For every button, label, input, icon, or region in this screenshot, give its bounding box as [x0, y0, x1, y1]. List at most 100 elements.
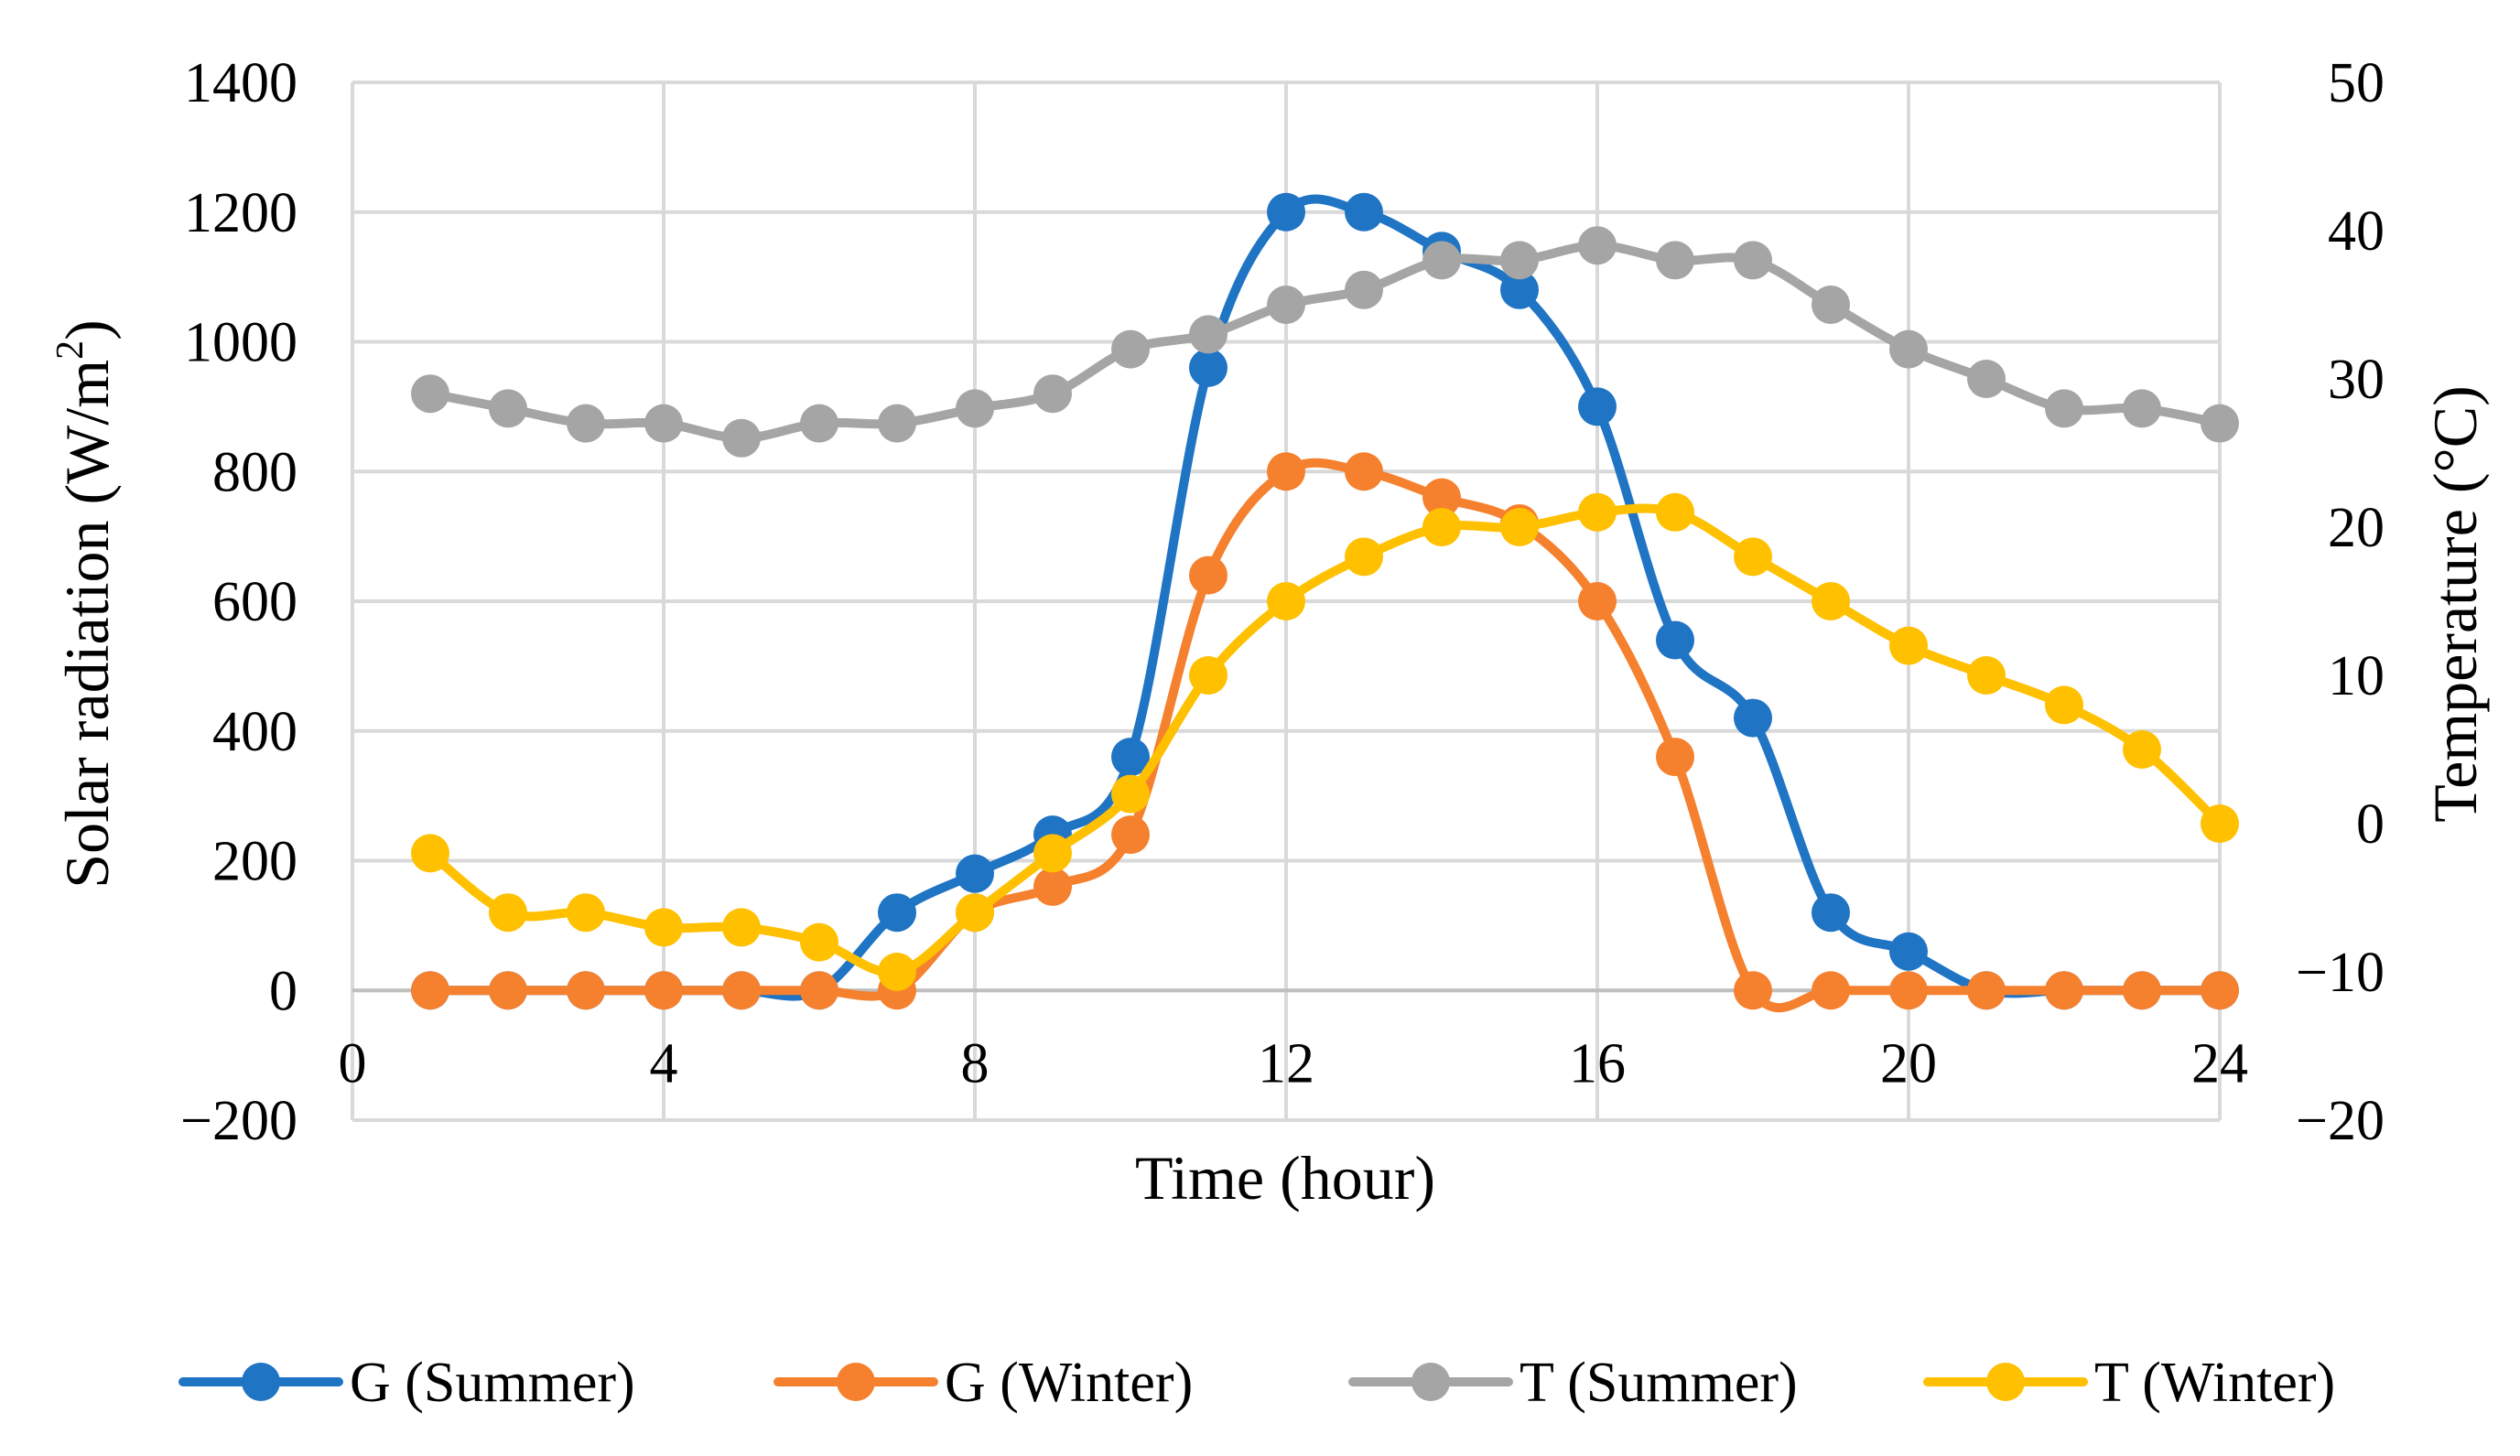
data-point-t-winter	[1033, 834, 1072, 873]
data-point-g-summer	[1111, 738, 1150, 777]
y-right-tick-label: 30	[2328, 349, 2385, 411]
data-point-t-winter	[1189, 656, 1228, 695]
data-point-t-winter	[2201, 804, 2239, 843]
data-point-t-winter	[1422, 508, 1461, 546]
data-point-g-summer	[1578, 387, 1617, 426]
x-tick-label: 12	[1258, 1032, 1314, 1095]
data-point-t-winter	[1812, 582, 1850, 620]
y-left-tick-label: 1000	[184, 312, 297, 374]
data-point-g-winter	[2201, 971, 2239, 1010]
data-point-t-summer	[1111, 329, 1150, 369]
data-point-t-summer	[1578, 226, 1617, 265]
y-left-tick-label: 200	[212, 831, 297, 893]
data-point-t-winter	[411, 834, 449, 873]
y-right-tick-label: 40	[2328, 200, 2385, 263]
data-point-g-winter	[1422, 478, 1461, 517]
data-point-t-summer	[1734, 241, 1772, 280]
data-point-t-summer	[489, 389, 527, 428]
series-t-summer	[411, 226, 2239, 458]
data-point-t-winter	[1889, 626, 1928, 665]
legend-swatch-marker	[1986, 1363, 2025, 1401]
legend-label: T (Winter)	[2094, 1352, 2335, 1414]
y-right-tick-label: −20	[2296, 1090, 2385, 1152]
data-point-t-summer	[1033, 374, 1072, 414]
data-point-g-winter	[1889, 971, 1928, 1010]
series-t-winter	[411, 492, 2239, 991]
data-point-g-winter	[1267, 452, 1305, 491]
data-point-g-summer	[1656, 620, 1694, 660]
legend-entry-t-summer: T (Summer)	[1348, 1352, 1798, 1414]
legend-entry-t-winter: T (Winter)	[1923, 1352, 2335, 1414]
series-line-t-winter	[426, 503, 2224, 977]
data-point-t-winter	[1656, 492, 1694, 532]
data-point-t-winter	[1345, 537, 1383, 577]
data-point-g-winter	[2045, 971, 2083, 1010]
data-point-t-winter	[489, 893, 527, 933]
data-point-t-summer	[411, 374, 449, 414]
data-point-g-winter	[1812, 971, 1850, 1010]
data-point-t-summer	[644, 404, 683, 443]
data-point-g-summer	[1500, 270, 1539, 309]
y-left-tick-label: 400	[212, 701, 297, 763]
data-point-g-summer	[1889, 932, 1928, 971]
x-tick-label: 24	[2191, 1032, 2248, 1095]
data-point-t-summer	[1967, 360, 2006, 398]
data-point-g-summer	[1345, 192, 1383, 232]
data-point-t-summer	[1812, 286, 1850, 324]
data-point-g-winter	[1189, 555, 1228, 595]
y-left-tick-label: −200	[180, 1090, 297, 1152]
data-point-g-winter	[1734, 971, 1772, 1010]
x-tick-label: 8	[961, 1032, 990, 1095]
labels-layer: 0 4 8 12 16 20 24−2000200400600800100012001400…	[180, 52, 2385, 1152]
data-point-g-winter	[800, 971, 838, 1010]
data-point-t-winter	[722, 908, 761, 947]
data-point-g-winter	[567, 971, 605, 1010]
y-right-tick-label: 10	[2328, 645, 2385, 707]
data-point-t-summer	[1889, 329, 1928, 369]
legend-label: T (Summer)	[1520, 1352, 1798, 1414]
legend: G (Summer) G (Winter) T (Summer) T (Winter)	[178, 1352, 2335, 1414]
data-point-t-summer	[956, 389, 994, 428]
data-point-t-winter	[878, 953, 916, 991]
data-point-g-winter	[1656, 738, 1694, 777]
data-point-t-winter	[1111, 774, 1150, 814]
data-point-g-summer	[1189, 348, 1228, 387]
legend-entry-g-winter: G (Winter)	[773, 1352, 1193, 1414]
legend-entry-g-summer: G (Summer)	[178, 1352, 635, 1414]
data-point-t-winter	[1967, 656, 2006, 695]
x-tick-label: 0	[339, 1032, 367, 1095]
x-axis-title: Time (hour)	[1135, 1143, 1435, 1213]
data-point-g-winter	[2123, 971, 2161, 1010]
y-axis-right-title: Temperature (°C)	[2420, 385, 2490, 822]
y-axis-left-title: Solar radiation (W/m2)	[49, 319, 122, 889]
legend-swatch-marker	[242, 1363, 280, 1401]
data-point-g-winter	[1345, 452, 1383, 491]
y-left-tick-label: 0	[269, 960, 297, 1022]
data-point-t-winter	[956, 893, 994, 933]
y-right-tick-label: 50	[2328, 52, 2385, 114]
data-point-g-winter	[1578, 582, 1617, 620]
y-right-tick-label: −10	[2296, 942, 2385, 1004]
data-point-t-winter	[1500, 508, 1539, 546]
data-point-t-summer	[567, 404, 605, 443]
y-axis-left-title-superscript: 2	[49, 340, 92, 360]
y-left-tick-label: 600	[212, 571, 297, 633]
data-point-g-summer	[1812, 893, 1850, 933]
data-point-t-summer	[1189, 315, 1228, 354]
data-point-g-winter	[644, 971, 683, 1010]
data-point-g-winter	[722, 971, 761, 1010]
legend-swatch-marker	[1411, 1363, 1450, 1401]
x-tick-label: 16	[1569, 1032, 1626, 1095]
data-point-t-winter	[1578, 492, 1617, 532]
data-point-t-winter	[567, 893, 605, 933]
data-point-g-winter	[1967, 971, 2006, 1010]
data-point-g-winter	[1033, 867, 1072, 906]
data-point-g-summer	[878, 893, 916, 933]
data-point-t-winter	[2123, 730, 2161, 769]
y-left-tick-label: 1400	[184, 52, 297, 114]
data-point-t-summer	[2201, 404, 2239, 443]
data-point-t-winter	[644, 908, 683, 947]
data-point-t-summer	[800, 404, 838, 443]
legend-label: G (Winter)	[945, 1352, 1193, 1414]
